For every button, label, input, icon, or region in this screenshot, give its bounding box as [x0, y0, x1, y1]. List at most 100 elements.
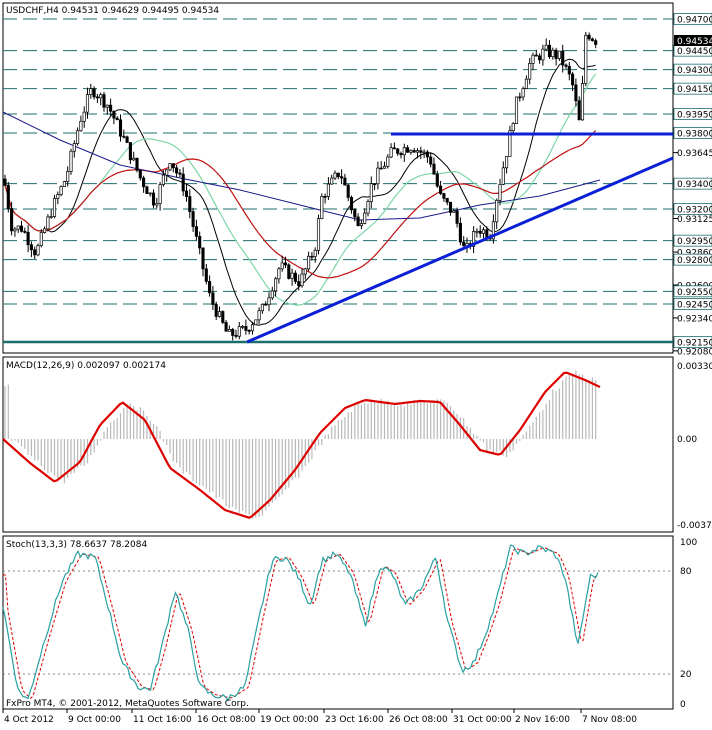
candle — [521, 88, 525, 98]
candle — [310, 255, 314, 258]
price-scale-label: 0.93645 — [677, 149, 712, 159]
candle — [19, 225, 24, 232]
candle — [264, 303, 268, 306]
price-scale-label: 0.92860 — [677, 249, 712, 259]
candle — [151, 192, 156, 206]
candle — [161, 174, 165, 185]
candle — [472, 231, 476, 247]
candle — [234, 335, 238, 337]
candle — [587, 34, 591, 40]
candle — [442, 193, 446, 199]
candle — [379, 167, 383, 170]
time-axis-label: 23 Oct 16:00 — [325, 715, 384, 725]
candle — [115, 117, 119, 121]
stoch-signal-line — [3, 547, 599, 699]
candle — [26, 231, 30, 246]
candle — [326, 183, 330, 197]
stochastic-panel[interactable]: Stoch(13,3,3) 78.6637 78.2084 100 80 20 … — [2, 535, 697, 710]
candle — [274, 278, 278, 292]
candle — [534, 54, 538, 57]
candle — [52, 198, 57, 217]
candle — [148, 192, 152, 195]
candle — [168, 163, 172, 171]
candle — [13, 228, 17, 232]
candle — [208, 280, 212, 294]
candle — [580, 83, 585, 121]
candle — [184, 190, 189, 197]
candle — [432, 163, 436, 175]
candle — [511, 123, 515, 132]
candle — [72, 143, 76, 152]
candle — [406, 147, 410, 153]
candle — [39, 232, 43, 246]
candle — [191, 211, 195, 227]
candle — [10, 208, 14, 232]
candle — [29, 244, 33, 251]
candle — [36, 245, 40, 256]
candle — [336, 172, 340, 177]
candle — [491, 221, 495, 240]
price-scale-label: 0.94450 — [677, 47, 712, 57]
price-scale-label: 0.92800 — [677, 256, 712, 266]
stoch-scale-100: 100 — [680, 538, 697, 548]
candle — [211, 292, 215, 305]
current-price-tag: 0.94534 — [674, 35, 712, 47]
candle — [221, 311, 225, 323]
stoch-scale-20: 20 — [680, 670, 692, 680]
price-scale-label: 0.93400 — [677, 180, 712, 190]
candle — [422, 151, 426, 154]
candle — [247, 330, 251, 332]
candle — [481, 229, 486, 234]
candle — [455, 210, 459, 224]
stoch-scale-80: 80 — [680, 567, 692, 577]
candle — [594, 40, 598, 45]
price-scale: 0.94700 0.94450 0.94300 0.94150 0.93950 0.938… — [673, 13, 712, 357]
candle — [112, 110, 116, 119]
ma-slow-red-line — [4, 130, 597, 279]
price-scale-label: 0.92550 — [677, 288, 712, 298]
ascending-trend-line[interactable] — [246, 156, 674, 344]
price-scale-label: 0.93200 — [677, 206, 712, 216]
candle — [392, 147, 396, 150]
price-panel[interactable]: USDCHF,H4 0.94531 0.94629 0.94495 0.9453… — [2, 2, 712, 357]
candle — [105, 104, 109, 108]
candle — [204, 268, 208, 282]
candle — [277, 268, 281, 280]
time-axis-label: 16 Oct 08:00 — [197, 715, 256, 725]
candle — [82, 111, 86, 122]
candle — [122, 135, 126, 138]
candle — [330, 177, 334, 185]
copyright-footer: FxPro MT4, © 2001-2012, MetaQuotes Softw… — [6, 699, 249, 709]
candle — [551, 49, 555, 58]
stoch-panel-frame — [2, 535, 674, 710]
macd-signal-line — [2, 371, 601, 519]
stoch-main-line — [2, 544, 599, 702]
candle — [386, 156, 390, 167]
candle — [66, 171, 70, 182]
price-panel-frame — [2, 2, 674, 354]
candle — [132, 157, 136, 161]
candle — [49, 216, 53, 218]
candle — [181, 173, 185, 192]
candle — [300, 273, 304, 287]
candle — [541, 48, 545, 61]
candle — [33, 249, 37, 256]
candle — [6, 184, 10, 209]
candle — [505, 156, 509, 169]
candle — [165, 169, 169, 176]
candle — [145, 186, 149, 194]
time-axis-label: 7 Nov 08:00 — [582, 715, 637, 725]
time-axis: 4 Oct 2012 9 Oct 00:00 11 Oct 16:00 16 Oct … — [2, 709, 637, 725]
candle — [56, 194, 60, 199]
candle — [475, 230, 479, 233]
candle — [567, 66, 571, 75]
macd-panel[interactable]: MACD(12,26,9) 0.002097 0.002174 0.00330 … — [2, 356, 712, 533]
candle — [495, 200, 499, 223]
candle — [538, 55, 542, 61]
candle — [478, 230, 482, 234]
candle — [320, 196, 324, 219]
candle — [557, 50, 561, 59]
candle — [92, 88, 96, 98]
